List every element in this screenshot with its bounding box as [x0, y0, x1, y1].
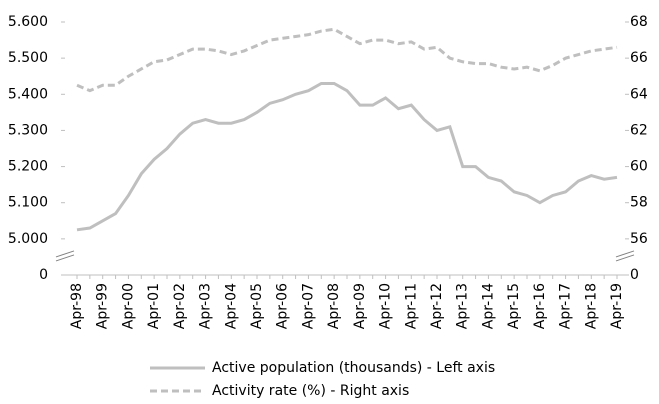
- y2-tick-label: 56: [630, 231, 648, 247]
- x-tick-label: Apr-05: [249, 283, 265, 329]
- y-tick-label: 5.000: [8, 231, 48, 247]
- x-tick-label: Apr-00: [120, 283, 136, 329]
- x-tick-label: Apr-06: [275, 283, 291, 329]
- y-tick-label: 5.300: [8, 122, 48, 138]
- x-tick-label: Apr-01: [146, 283, 162, 329]
- x-tick-label: Apr-15: [506, 283, 522, 329]
- y2-tick-label: 58: [630, 195, 648, 211]
- x-tick-label: Apr-12: [429, 283, 445, 329]
- x-tick-label: Apr-08: [326, 283, 342, 329]
- axis-break-line: [615, 254, 635, 262]
- x-tick-label: Apr-18: [583, 283, 599, 329]
- y-tick-label: 0: [39, 267, 48, 283]
- y-tick-label: 5.400: [8, 86, 48, 102]
- y2-tick-label: 66: [630, 50, 648, 66]
- x-tick-label: Apr-99: [95, 283, 111, 329]
- x-tick-label: Apr-09: [352, 283, 368, 329]
- x-tick-label: Apr-17: [558, 283, 574, 329]
- y2-tick-label: 68: [630, 14, 648, 30]
- axis-break-line: [55, 250, 75, 258]
- x-tick-label: Apr-11: [403, 283, 419, 329]
- y-tick-label: 5.200: [8, 159, 48, 175]
- x-tick-label: Apr-98: [69, 283, 85, 329]
- data-line: [76, 27, 618, 93]
- x-tick-label: Apr-14: [480, 283, 496, 329]
- x-tick-label: Apr-07: [300, 283, 316, 329]
- y-tick-label: 5.500: [8, 50, 48, 66]
- axis-break: [616, 251, 634, 260]
- y2-tick-label: 64: [630, 86, 648, 102]
- y2-tick-label: 62: [630, 122, 648, 138]
- y2-tick-label: 60: [630, 159, 648, 175]
- axis-break: [56, 251, 74, 260]
- axis-break-line: [55, 254, 75, 262]
- x-tick-label: Apr-19: [609, 283, 625, 329]
- x-tick-label: Apr-04: [223, 283, 239, 329]
- y-tick-label: 5.100: [8, 195, 48, 211]
- x-tick-label: Apr-10: [378, 283, 394, 329]
- y2-tick-label: 0: [630, 267, 639, 283]
- x-tick-label: Apr-02: [172, 283, 188, 329]
- x-tick-label: Apr-03: [198, 283, 214, 329]
- legend-label: Activity rate (%) - Right axis: [212, 383, 409, 399]
- y-tick-label: 5.600: [8, 14, 48, 30]
- legend-label: Active population (thousands) - Left axi…: [212, 360, 495, 376]
- x-tick-label: Apr-13: [455, 283, 471, 329]
- axis-break-line: [615, 250, 635, 258]
- x-tick-label: Apr-16: [532, 283, 548, 329]
- data-line: [76, 81, 618, 232]
